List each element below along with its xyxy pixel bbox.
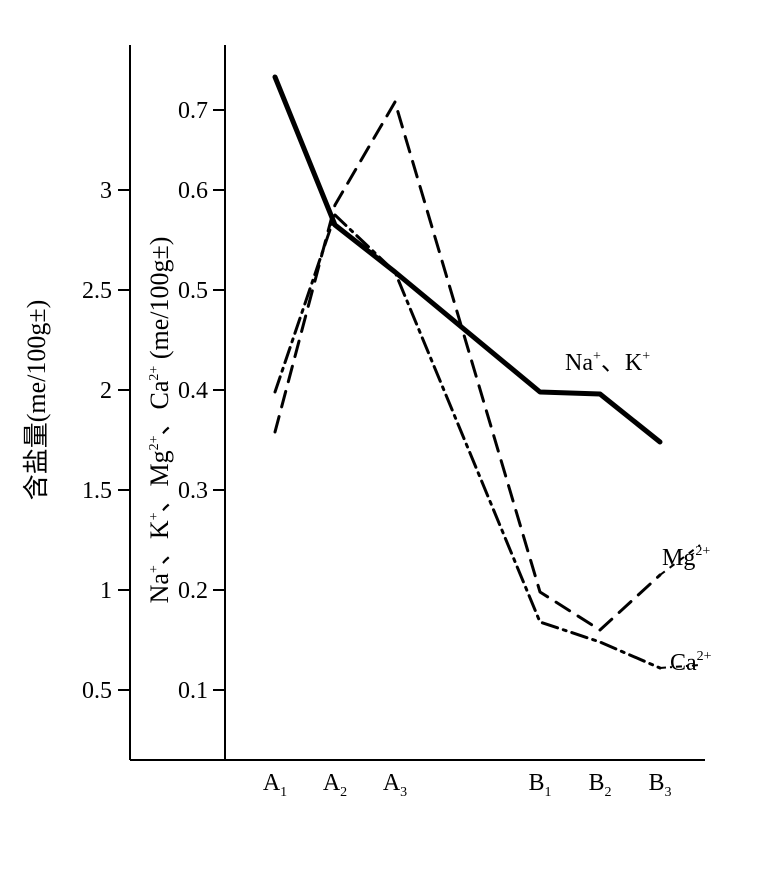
- yright-tick-label: 0.1: [178, 678, 208, 704]
- y-axis-left-title: 含盐量(me/100g±): [22, 300, 51, 501]
- yright-tick-label: 0.3: [178, 478, 208, 504]
- y-axis-right-ticks: 0.1 0.2 0.3 0.4 0.5 0.6 0.7: [178, 98, 225, 704]
- xtick-b3: B3: [648, 770, 671, 800]
- yleft-tick-label: 1: [100, 578, 112, 604]
- xtick-b2: B2: [588, 770, 611, 800]
- svg-text:含盐量(me/100g±): 含盐量(me/100g±): [22, 300, 51, 501]
- svg-text:Na+、K+、Mg2+、Ca2+ (me/100g±): Na+、K+、Mg2+、Ca2+ (me/100g±): [145, 237, 174, 604]
- x-axis-ticks: A1 A2 A3 B1 B2 B3: [263, 770, 672, 800]
- yright-tick-label: 0.2: [178, 578, 208, 604]
- yright-tick-label: 0.7: [178, 98, 208, 124]
- series-ca-line: [275, 215, 660, 668]
- series-ca-label: Ca2+: [670, 649, 712, 676]
- yright-tick-label: 0.5: [178, 278, 208, 304]
- xtick-b1: B1: [528, 770, 551, 800]
- yleft-tick-label: 2.5: [82, 278, 112, 304]
- series-na-k-label: Na+、K+: [565, 349, 650, 376]
- xtick-a3: A3: [383, 770, 407, 800]
- series-na-k-line: [275, 77, 660, 442]
- xtick-a1: A1: [263, 770, 287, 800]
- y-axis-right-title: Na+、K+、Mg2+、Ca2+ (me/100g±): [145, 237, 174, 604]
- yright-tick-label: 0.6: [178, 178, 208, 204]
- yright-tick-label: 0.4: [178, 378, 208, 404]
- yleft-tick-label: 0.5: [82, 678, 112, 704]
- yleft-tick-label: 2: [100, 378, 112, 404]
- yleft-tick-label: 1.5: [82, 478, 112, 504]
- yleft-tick-label: 3: [100, 178, 112, 204]
- xtick-a2: A2: [323, 770, 347, 800]
- y-axis-left-ticks: 0.5 1 1.5 2 2.5 3: [82, 178, 130, 704]
- salt-content-chart: 0.5 1 1.5 2 2.5 3 0.1 0.2 0.3 0.4 0.5 0.…: [0, 0, 766, 882]
